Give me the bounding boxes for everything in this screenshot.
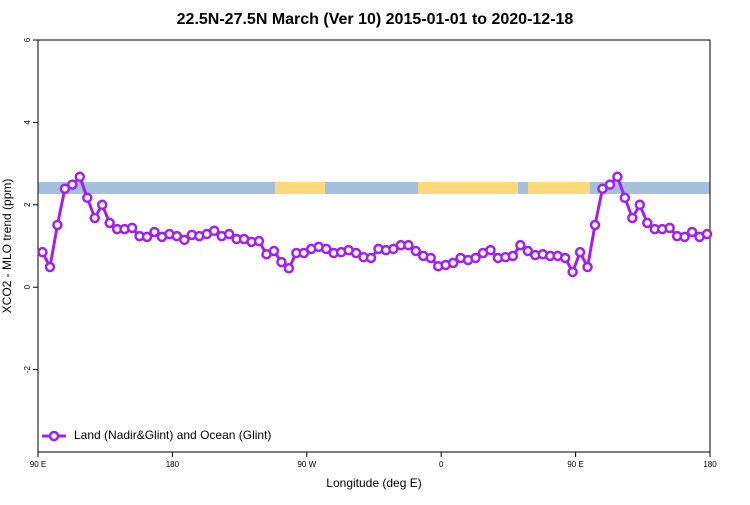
data-point [619,192,631,204]
data-point [612,171,623,183]
data-point [208,225,220,237]
data-point [664,222,675,234]
plot-frame [37,39,711,453]
x-tick-label: 90 W [297,460,316,469]
data-point [149,226,160,238]
data-point [253,235,265,247]
data-point [701,228,713,240]
data-point [425,252,436,264]
chart-title: 22.5N-27.5N March (Ver 10) 2015-01-01 to… [177,11,574,28]
data-point [96,199,108,211]
data-point [283,262,295,274]
data-point [320,243,332,255]
data-point [447,257,459,269]
data-point [141,231,153,243]
x-tick-label: 180 [166,460,180,469]
data-point [52,219,63,231]
x-tick-label: 180 [703,460,717,469]
data-point [298,247,310,259]
data-point [403,239,414,251]
land-band [418,182,518,194]
data-point [67,179,78,190]
x-tick-label: 0 [439,460,444,469]
legend: Land (Nadir&Glint) and Ocean (Glint) [42,428,271,442]
data-point [574,246,586,258]
data-point [74,171,86,183]
data-point [179,234,190,246]
data-point [582,261,593,273]
data-point [485,244,496,256]
data-point [559,252,571,264]
land-band [528,182,590,194]
data-point [589,219,601,231]
data-point [515,239,526,251]
y-tick-label: -2 [23,365,32,373]
data-point [522,245,534,257]
x-tick-label: 90 E [30,460,46,469]
legend-marker [48,430,60,442]
map-band [38,182,710,194]
data-point [59,183,71,194]
data-point [679,231,690,243]
data-point [686,226,698,238]
y-tick-label: 4 [23,120,32,125]
data-point [223,228,235,240]
data-point [365,252,377,264]
data-point [642,217,653,229]
data-point [604,179,616,190]
data-point [470,252,481,264]
legend-label: Land (Nadir&Glint) and Ocean (Glint) [74,428,271,442]
data-point [268,245,280,257]
data-point [104,217,115,229]
y-tick-label: 2 [23,202,32,207]
data-point [567,266,578,278]
data-point [350,247,362,259]
data-point [126,222,138,234]
y-tick-label: 0 [23,284,32,289]
data-point [627,212,638,224]
data-point [44,261,56,273]
y-axis-label: XCO2 - MLO trend (ppm) [0,179,14,314]
x-tick-label: 90 E [567,460,583,469]
data-point [37,246,48,258]
y-tick-label: 6 [23,37,32,42]
data-point [634,199,646,211]
x-axis-label: Longitude (deg E) [326,476,421,490]
data-point [507,250,519,262]
land-band [275,182,325,194]
data-point [82,192,93,204]
data-point [276,256,287,268]
data-point [89,212,100,224]
data-point [410,245,422,257]
data-point [597,183,608,194]
